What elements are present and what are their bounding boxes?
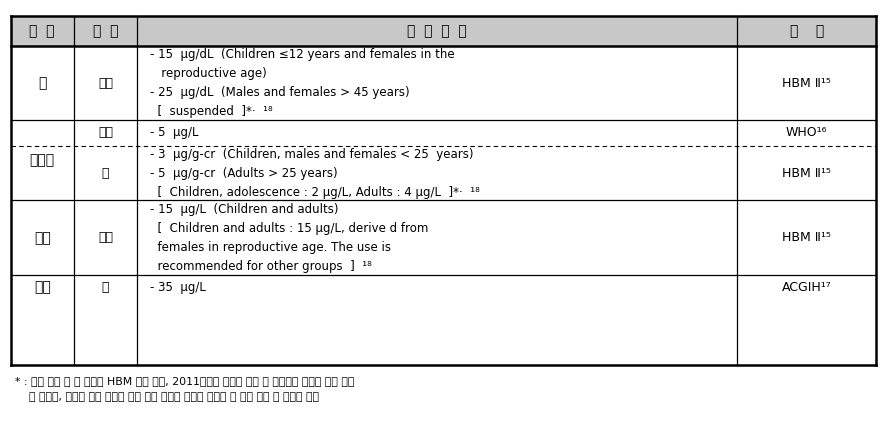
Text: - 15  μg/dL  (Children ≤12 years and females in the
   reproductive age)
- 25  μ: - 15 μg/dL (Children ≤12 years and femal… xyxy=(150,48,455,118)
Text: 요: 요 xyxy=(102,167,109,180)
Bar xyxy=(11,200,875,276)
Bar xyxy=(11,120,875,146)
Text: * : 혁중 낙과 요 중 카드몄 HBM 값의 경우, 2011년도에 개정이 되어 본 연구에서 적용한 값과 차이
    가 있으나, 개정된 값을 적: * : 혁중 낙과 요 중 카드몄 HBM 값의 경우, 2011년도에 개정이… xyxy=(15,376,354,401)
Bar xyxy=(11,47,875,120)
Text: ACGIH¹⁷: ACGIH¹⁷ xyxy=(781,281,830,294)
Text: 비    고: 비 고 xyxy=(789,24,823,38)
Text: 분  류: 분 류 xyxy=(92,24,118,38)
Text: 혈액: 혈액 xyxy=(97,231,113,244)
Text: - 35  μg/L: - 35 μg/L xyxy=(150,281,206,294)
Text: 요: 요 xyxy=(102,281,109,294)
Text: HBM Ⅱ¹⁵: HBM Ⅱ¹⁵ xyxy=(781,77,830,90)
Text: WHO¹⁶: WHO¹⁶ xyxy=(785,126,827,139)
Text: HBM Ⅱ¹⁵: HBM Ⅱ¹⁵ xyxy=(781,167,830,180)
Text: - 15  μg/L  (Children and adults)
  [  Children and adults : 15 μg/L, derive d f: - 15 μg/L (Children and adults) [ Childr… xyxy=(150,203,428,273)
Bar xyxy=(11,146,875,200)
Text: 비소: 비소 xyxy=(34,280,51,294)
Text: HBM Ⅱ¹⁵: HBM Ⅱ¹⁵ xyxy=(781,231,830,244)
Text: - 5  μg/L: - 5 μg/L xyxy=(150,126,198,139)
Text: - 3  μg/g-cr  (Children, males and females < 25  years)
- 5  μg/g-cr  (Adults > : - 3 μg/g-cr (Children, males and females… xyxy=(150,147,479,198)
Text: 수은: 수은 xyxy=(34,231,51,245)
Text: 혈액: 혈액 xyxy=(97,77,113,90)
Text: 적  응  기  준: 적 응 기 준 xyxy=(407,24,466,38)
Text: 항  목: 항 목 xyxy=(29,24,55,38)
Text: 납: 납 xyxy=(38,76,46,90)
Bar xyxy=(11,276,875,299)
Text: 혈액: 혈액 xyxy=(97,126,113,139)
Bar xyxy=(11,16,875,47)
Text: 카드뮴: 카드뮴 xyxy=(29,153,55,167)
